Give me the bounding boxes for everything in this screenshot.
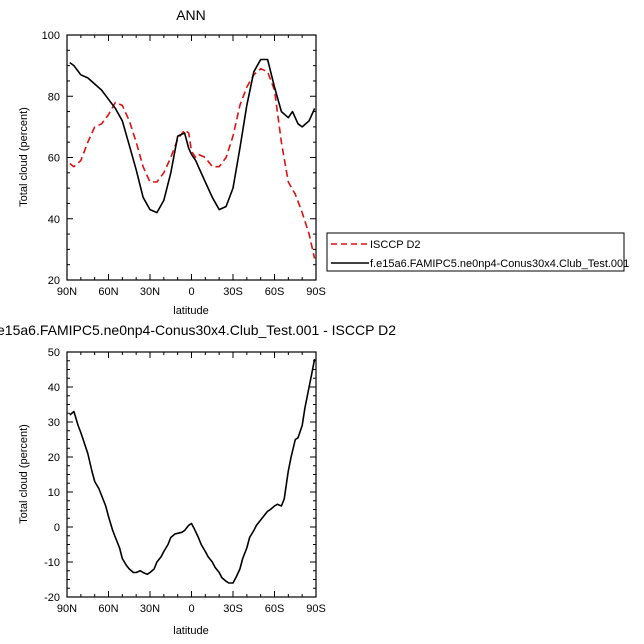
top-xtick-label: 90N <box>57 286 77 298</box>
legend-box <box>326 232 625 272</box>
top-chart-title: ANN <box>176 7 206 23</box>
top-chart-ylabel: Total cloud (percent) <box>18 107 30 207</box>
legend-label-model: f.e15a6.FAMIPC5.ne0np4-Conus30x4.Club_Te… <box>370 258 629 270</box>
bottom-ytick-label: 40 <box>48 382 60 394</box>
top-ytick-label: 20 <box>48 275 60 287</box>
bottom-series-line-0 <box>69 358 316 584</box>
top-series-line-1 <box>69 58 316 214</box>
top-xtick-label: 0 <box>188 286 194 298</box>
top-xtick-label: 90S <box>306 286 326 298</box>
bottom-chart-xlabel: latitude <box>173 625 208 637</box>
top-xtick-label: 60S <box>265 286 285 298</box>
top-xtick-label: 30S <box>223 286 243 298</box>
top-chart-xlabel: latitude <box>173 305 208 317</box>
top-chart-series <box>69 58 316 259</box>
top-ytick-label: 60 <box>48 153 60 165</box>
top-chart-axes: 90N 60N 30N 0 30S 60S 90S 20 40 60 80 100 <box>42 30 326 298</box>
bottom-ytick-label: -20 <box>44 592 60 604</box>
bottom-chart-frame <box>66 351 317 598</box>
bottom-ytick-label: 30 <box>48 417 60 429</box>
bottom-ytick-label: 0 <box>54 522 60 534</box>
top-chart-frame <box>66 34 317 281</box>
top-ytick-label: 40 <box>48 214 60 226</box>
top-chart: ANN 90N 60N 30N 0 30S 60S 90S 20 40 60 80 100 Total… <box>18 7 326 317</box>
bottom-chart-ylabel: Total cloud (percent) <box>18 424 30 524</box>
bottom-ytick-label: 20 <box>48 452 60 464</box>
bottom-xtick-label: 60N <box>98 603 118 615</box>
bottom-xtick-label: 30N <box>140 603 160 615</box>
bottom-chart-series <box>69 358 316 584</box>
bottom-chart-axes: 90N 60N 30N 0 30S 60S 90S -20 -10 0 10 20 30 40 50 <box>44 347 326 615</box>
top-xtick-label: 60N <box>98 286 118 298</box>
top-xtick-label: 30N <box>140 286 160 298</box>
bottom-xtick-label: 30S <box>223 603 243 615</box>
bottom-ytick-label: -10 <box>44 557 60 569</box>
top-ytick-label: 80 <box>48 91 60 103</box>
bottom-xtick-label: 90N <box>57 603 77 615</box>
bottom-chart-title: f.e15a6.FAMIPC5.ne0np4-Conus30x4.Club_Te… <box>0 322 396 338</box>
chart-legend: ISCCP D2 f.e15a6.FAMIPC5.ne0np4-Conus30x… <box>326 232 629 272</box>
bottom-xtick-label: 60S <box>265 603 285 615</box>
bottom-xtick-label: 0 <box>188 603 194 615</box>
top-series-line-0 <box>69 67 316 259</box>
bottom-ytick-label: 50 <box>48 347 60 359</box>
bottom-xtick-label: 90S <box>306 603 326 615</box>
legend-label-isccp: ISCCP D2 <box>370 239 421 251</box>
bottom-chart: f.e15a6.FAMIPC5.ne0np4-Conus30x4.Club_Te… <box>0 322 396 637</box>
top-ytick-label: 100 <box>42 30 60 42</box>
bottom-ytick-label: 10 <box>48 487 60 499</box>
